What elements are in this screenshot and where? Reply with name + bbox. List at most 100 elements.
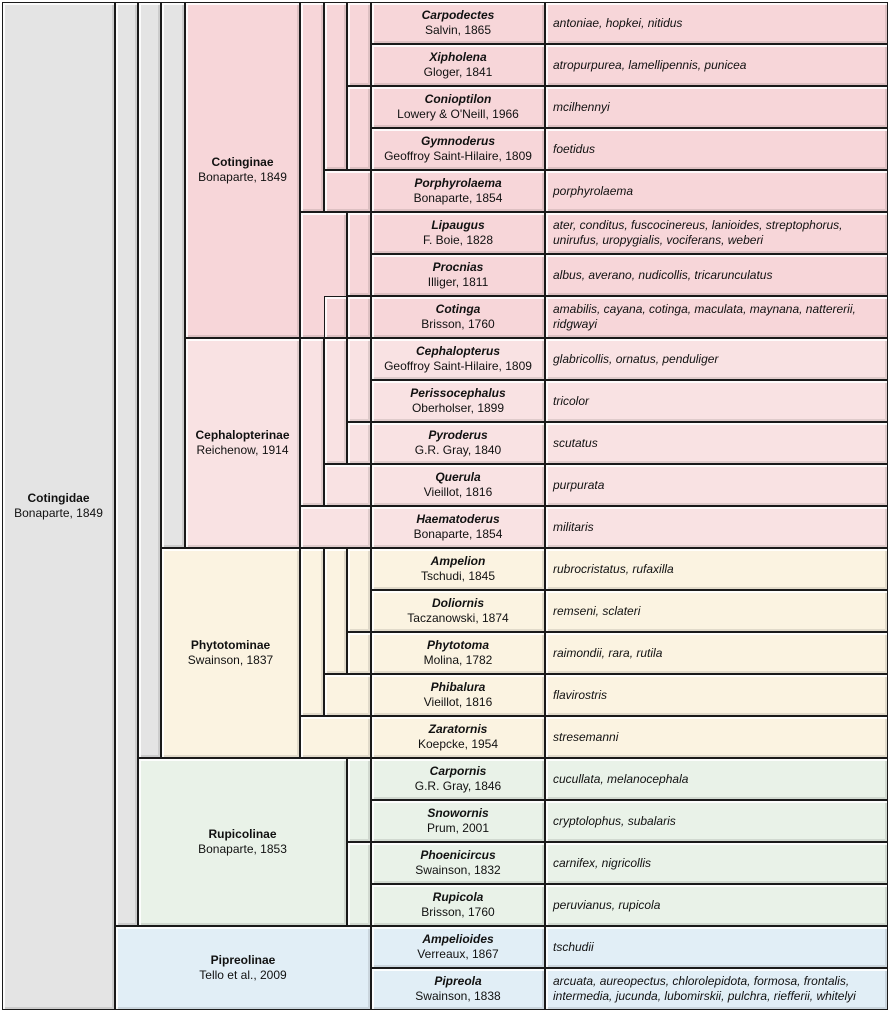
species-cell — [545, 968, 888, 1010]
genus-label-author: Oberholser, 1899 — [411, 401, 505, 415]
genus-label: Procnias Illiger, 1811 — [371, 254, 545, 296]
family-label-name: Cotingidae — [27, 491, 90, 505]
genus-label-author: Salvin, 1865 — [424, 23, 492, 37]
species-list: remseni, sclateri — [553, 603, 641, 618]
genus-label-author: Verreaux, 1867 — [417, 947, 499, 961]
genus-label: Snowornis Prum, 2001 — [371, 800, 545, 842]
clade-bar — [300, 506, 371, 548]
subfamily-cell — [138, 758, 347, 926]
subfamily-label-author: Tello et al., 2009 — [199, 968, 287, 982]
clade-bar — [324, 2, 347, 170]
species-list: arcuata, aureopectus, chlorolepidota, fo… — [553, 974, 856, 1003]
species-cell — [545, 338, 888, 380]
family-label-author: Bonaparte, 1849 — [14, 506, 103, 520]
species-cell — [545, 758, 888, 800]
genus-label-name: Ampelioides — [422, 932, 494, 946]
genus-label-name: Perissocephalus — [410, 386, 506, 400]
genus-label: Ampelion Tschudi, 1845 — [371, 548, 545, 590]
clade-bar — [161, 2, 185, 548]
subfamily-cell — [161, 548, 300, 758]
species-cell — [545, 716, 888, 758]
genus-label-author: Brisson, 1760 — [421, 905, 495, 919]
genus-label-name: Pyroderus — [428, 428, 488, 442]
species-cell — [545, 842, 888, 884]
species-list: glabricollis, ornatus, penduliger — [553, 351, 719, 366]
clade-bar — [324, 548, 347, 674]
species-list: porphyrolaema — [553, 183, 634, 198]
genus-label-author: Lowery & O'Neill, 1966 — [397, 107, 519, 121]
clade-bar — [300, 548, 324, 716]
genus-cell — [371, 212, 545, 254]
genus-label: Phoenicircus Swainson, 1832 — [371, 842, 545, 884]
subfamily-label: Cotinginae Bonaparte, 1849 — [185, 2, 300, 338]
genus-label: Conioptilon Lowery & O'Neill, 1966 — [371, 86, 545, 128]
subfamily-cell — [185, 338, 300, 548]
genus-cell — [371, 800, 545, 842]
genus-label: Rupicola Brisson, 1760 — [371, 884, 545, 926]
species-list: peruvianus, rupicola — [553, 897, 661, 912]
species-cell — [545, 380, 888, 422]
species-list: militaris — [553, 519, 594, 534]
genus-cell — [371, 968, 545, 1010]
genus-label-name: Phytotoma — [426, 638, 489, 652]
species-cell — [545, 590, 888, 632]
species-list: raimondii, rara, rutila — [553, 645, 663, 660]
species-cell — [545, 464, 888, 506]
clade-bar — [347, 632, 371, 674]
genus-label-author: G.R. Gray, 1846 — [414, 779, 502, 793]
species-list: tricolor — [553, 393, 590, 408]
genus-label-name: Porphyrolaema — [414, 176, 502, 190]
clade-bar — [347, 842, 371, 926]
genus-cell — [371, 254, 545, 296]
species-list: antoniae, hopkei, nitidus — [553, 15, 683, 30]
genus-label-author: Taczanowski, 1874 — [407, 611, 509, 625]
genus-label-name: Ampelion — [430, 554, 486, 568]
species-cell — [545, 86, 888, 128]
genus-label: Phibalura Vieillot, 1816 — [371, 674, 545, 716]
species-list: foetidus — [553, 141, 596, 156]
clade-bar — [324, 296, 347, 338]
subfamily-cell — [185, 2, 300, 338]
subfamily-label-name: Phytotominae — [190, 638, 271, 652]
species-cell — [545, 44, 888, 86]
species-cell — [545, 254, 888, 296]
genus-label-name: Procnias — [432, 260, 484, 274]
genus-label-author: F. Boie, 1828 — [422, 233, 494, 247]
genus-cell — [371, 338, 545, 380]
species-list: scutatus — [553, 435, 598, 450]
species-list: mcilhennyi — [553, 99, 610, 114]
genus-cell — [371, 884, 545, 926]
clade-bar — [300, 2, 324, 212]
subfamily-label-name: Cotinginae — [211, 155, 274, 169]
genus-cell — [371, 128, 545, 170]
species-list: cryptolophus, subalaris — [553, 813, 676, 828]
clade-bar — [347, 212, 371, 296]
genus-label-author: Swainson, 1838 — [415, 989, 501, 1003]
genus-label: Zaratornis Koepcke, 1954 — [371, 716, 545, 758]
genus-label: Cephalopterus Geoffroy Saint-Hilaire, 180… — [371, 338, 545, 380]
genus-label: Lipaugus F. Boie, 1828 — [371, 212, 545, 254]
genus-label-author: Geoffroy Saint-Hilaire, 1809 — [384, 359, 532, 373]
species-cell — [545, 548, 888, 590]
genus-cell — [371, 590, 545, 632]
species-list: cucullata, melanocephala — [553, 771, 689, 786]
species-list: purpurata — [553, 477, 605, 492]
clade-bar — [347, 548, 371, 632]
species-cell — [545, 212, 888, 254]
genus-label: Phytotoma Molina, 1782 — [371, 632, 545, 674]
species-list: ater, conditus, fuscocinereus, lanioides… — [553, 218, 843, 247]
species-list: stresemanni — [553, 729, 619, 744]
genus-cell — [371, 674, 545, 716]
subfamily-label-author: Reichenow, 1914 — [196, 443, 289, 457]
subfamily-label-author: Bonaparte, 1849 — [198, 170, 287, 184]
family-label: Cotingidae Bonaparte, 1849 — [2, 2, 115, 1010]
subfamily-label-name: Cephalopterinae — [195, 428, 290, 442]
genus-label-author: Vieillot, 1816 — [423, 485, 493, 499]
genus-label-name: Lipaugus — [431, 218, 485, 232]
genus-cell — [371, 842, 545, 884]
genus-label-name: Doliornis — [431, 596, 484, 610]
genus-label: Carpodectes Salvin, 1865 — [371, 2, 545, 44]
genus-label-name: Zaratornis — [428, 722, 488, 736]
clade-bar — [347, 758, 371, 842]
species-list: carnifex, nigricollis — [553, 855, 652, 870]
